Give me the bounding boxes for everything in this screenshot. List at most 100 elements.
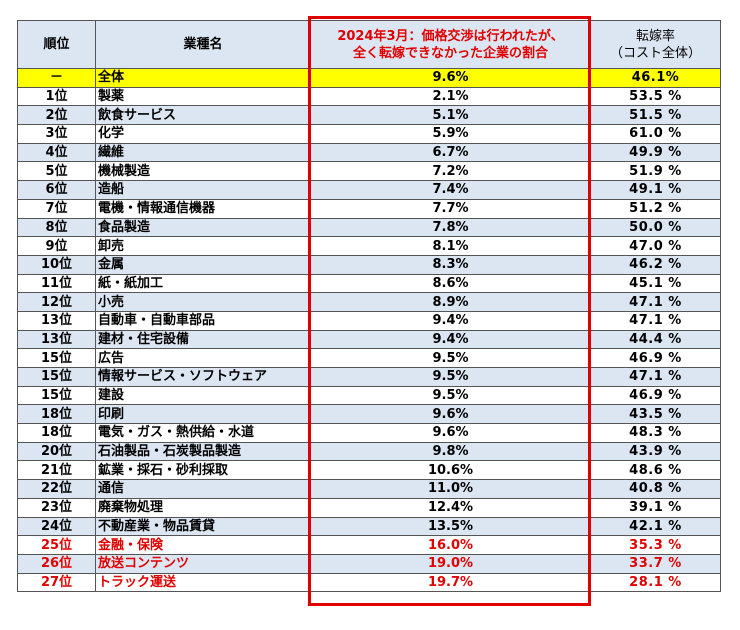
industry-cell: 全体 bbox=[95, 68, 311, 88]
table-row: 13位 建材・住宅設備 9.4% 44.4 % bbox=[17, 329, 721, 350]
pass-rate-cell: 51.5 % bbox=[590, 105, 721, 126]
header-no-pass-through-ratio: 2024年3月：価格交渉は行われたが、 全く転嫁できなかった企業の割合 bbox=[310, 20, 591, 69]
rank-cell: 1位 bbox=[17, 86, 96, 107]
industry-cell: 卸売 bbox=[95, 236, 311, 256]
ratio-cell: 9.6% bbox=[310, 68, 591, 88]
rank-cell: 20位 bbox=[17, 441, 96, 462]
table-row: 5位 機械製造 7.2% 51.9 % bbox=[17, 161, 721, 182]
ratio-cell: 12.4% bbox=[310, 497, 591, 518]
pass-rate-cell: 48.6 % bbox=[590, 460, 721, 481]
industry-cell: 情報サービス・ソフトウェア bbox=[95, 367, 311, 387]
header-pass-line2: （コスト全体） bbox=[609, 45, 701, 61]
pass-rate-cell: 47.1 % bbox=[590, 367, 721, 387]
ratio-cell: 2.1% bbox=[310, 86, 591, 107]
pass-rate-cell: 46.2 % bbox=[590, 254, 721, 275]
header-pass-line1: 転嫁率 bbox=[635, 28, 675, 44]
industry-cell: 繊維 bbox=[95, 142, 311, 163]
header-row: 順位 業種名 2024年3月：価格交渉は行われたが、 全く転嫁できなかった企業の… bbox=[17, 20, 721, 69]
pass-rate-cell: 48.3 % bbox=[590, 423, 721, 443]
ratio-cell: 7.8% bbox=[310, 217, 591, 238]
pass-rate-cell: 43.5 % bbox=[590, 404, 721, 425]
ratio-cell: 9.5% bbox=[310, 385, 591, 406]
industry-cell: 機械製造 bbox=[95, 161, 311, 182]
rank-cell: 18位 bbox=[17, 404, 96, 425]
ratio-cell: 5.9% bbox=[310, 124, 591, 144]
industry-cell: 金融・保険 bbox=[95, 535, 311, 555]
ratio-cell: 19.7% bbox=[310, 572, 591, 593]
table-row: 27位 トラック運送 19.7% 28.1 % bbox=[17, 572, 721, 593]
table-row: 24位 不動産業・物品賃貸 13.5% 42.1 % bbox=[17, 516, 721, 537]
industry-cell: 金属 bbox=[95, 254, 311, 275]
pass-rate-cell: 42.1 % bbox=[590, 516, 721, 537]
rank-cell: 15位 bbox=[17, 367, 96, 387]
pass-rate-cell: 49.9 % bbox=[590, 142, 721, 163]
pass-rate-cell: 44.4 % bbox=[590, 329, 721, 350]
header-industry: 業種名 bbox=[95, 20, 311, 69]
rank-cell: 15位 bbox=[17, 385, 96, 406]
ratio-cell: 13.5% bbox=[310, 516, 591, 537]
industry-cell: 食品製造 bbox=[95, 217, 311, 238]
ratio-cell: 11.0% bbox=[310, 479, 591, 499]
pass-rate-cell: 47.0 % bbox=[590, 236, 721, 256]
table-row: 21位 鉱業・採石・砂利採取 10.6% 48.6 % bbox=[17, 460, 721, 481]
pass-rate-cell: 46.9 % bbox=[590, 348, 721, 368]
ratio-cell: 9.4% bbox=[310, 310, 591, 331]
rank-cell: 9位 bbox=[17, 236, 96, 256]
header-ratio-line1: 2024年3月：価格交渉は行われたが、 bbox=[337, 28, 564, 44]
header-rank: 順位 bbox=[17, 20, 96, 69]
table-row: 25位 金融・保険 16.0% 35.3 % bbox=[17, 535, 721, 555]
rank-cell: 11位 bbox=[17, 273, 96, 294]
pass-rate-cell: 47.1 % bbox=[590, 292, 721, 312]
rank-cell: 18位 bbox=[17, 423, 96, 443]
rank-cell: 21位 bbox=[17, 460, 96, 481]
ratio-cell: 8.1% bbox=[310, 236, 591, 256]
ratio-cell: 19.0% bbox=[310, 553, 591, 574]
pass-rate-cell: 39.1 % bbox=[590, 497, 721, 518]
ratio-cell: 9.8% bbox=[310, 441, 591, 462]
ratio-cell: 9.5% bbox=[310, 367, 591, 387]
industry-cell: 廃棄物処理 bbox=[95, 497, 311, 518]
table-row: 9位 卸売 8.1% 47.0 % bbox=[17, 236, 721, 256]
rank-cell: 3位 bbox=[17, 124, 96, 144]
ratio-cell: 10.6% bbox=[310, 460, 591, 481]
pass-rate-cell: 51.9 % bbox=[590, 161, 721, 182]
industry-cell: 建設 bbox=[95, 385, 311, 406]
ratio-cell: 6.7% bbox=[310, 142, 591, 163]
industry-cell: 建材・住宅設備 bbox=[95, 329, 311, 350]
table-row: 23位 廃棄物処理 12.4% 39.1 % bbox=[17, 497, 721, 518]
industry-cell: 広告 bbox=[95, 348, 311, 368]
industry-cell: 石油製品・石炭製品製造 bbox=[95, 441, 311, 462]
ratio-cell: 7.4% bbox=[310, 180, 591, 200]
rank-cell: 8位 bbox=[17, 217, 96, 238]
ratio-cell: 9.5% bbox=[310, 348, 591, 368]
industry-cell: 放送コンテンツ bbox=[95, 553, 311, 574]
ratio-cell: 7.2% bbox=[310, 161, 591, 182]
table-row: 12位 小売 8.9% 47.1 % bbox=[17, 292, 721, 312]
table-row: 18位 電気・ガス・熱供給・水道 9.6% 48.3 % bbox=[17, 423, 721, 443]
rank-cell: 13位 bbox=[17, 310, 96, 331]
table-row: －全体 9.6% 46.1% bbox=[17, 68, 721, 88]
pass-rate-cell: 47.1 % bbox=[590, 310, 721, 331]
industry-cell: 鉱業・採石・砂利採取 bbox=[95, 460, 311, 481]
rank-cell: 24位 bbox=[17, 516, 96, 537]
pass-rate-cell: 50.0 % bbox=[590, 217, 721, 238]
industry-cell: 自動車・自動車部品 bbox=[95, 310, 311, 331]
ratio-cell: 9.6% bbox=[310, 404, 591, 425]
pass-rate-cell: 40.8 % bbox=[590, 479, 721, 499]
industry-cell: 電機・情報通信機器 bbox=[95, 198, 311, 219]
pass-rate-cell: 49.1 % bbox=[590, 180, 721, 200]
rank-cell: 23位 bbox=[17, 497, 96, 518]
ratio-cell: 9.4% bbox=[310, 329, 591, 350]
header-pass-through-rate: 転嫁率 （コスト全体） bbox=[590, 20, 721, 69]
rank-cell: 10位 bbox=[17, 254, 96, 275]
pass-rate-cell: 46.9 % bbox=[590, 385, 721, 406]
table-row: 20位 石油製品・石炭製品製造 9.8% 43.9 % bbox=[17, 441, 721, 462]
pass-rate-cell: 43.9 % bbox=[590, 441, 721, 462]
table-row: 4位 繊維 6.7% 49.9 % bbox=[17, 142, 721, 163]
industry-cell: トラック運送 bbox=[95, 572, 311, 593]
industry-cell: 製薬 bbox=[95, 86, 311, 107]
header-ratio-line2: 全く転嫁できなかった企業の割合 bbox=[352, 45, 548, 61]
table-body: －全体 9.6% 46.1% 1位 製薬 2.1% 53.5 % 2位 飲食サービス 5.1% 51… bbox=[17, 68, 721, 593]
table-row: 2位 飲食サービス 5.1% 51.5 % bbox=[17, 105, 721, 126]
rank-cell: 12位 bbox=[17, 292, 96, 312]
